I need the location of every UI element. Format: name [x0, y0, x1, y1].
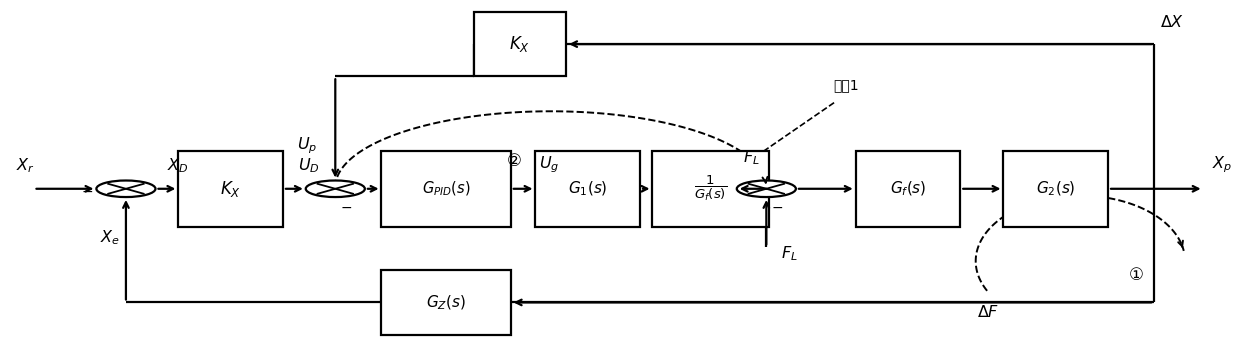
Text: $\dfrac{1}{G_f(s)}$: $\dfrac{1}{G_f(s)}$: [694, 174, 728, 203]
Bar: [382, 151, 511, 227]
Bar: [474, 12, 567, 76]
Circle shape: [737, 181, 796, 197]
Text: $U_g$: $U_g$: [539, 154, 559, 175]
Text: $X_e$: $X_e$: [99, 228, 120, 247]
Text: $-$: $-$: [771, 199, 782, 213]
Text: $\Delta F$: $\Delta F$: [977, 304, 999, 320]
Text: $U_p$: $U_p$: [296, 136, 317, 156]
Text: $K_X$: $K_X$: [219, 179, 241, 199]
Circle shape: [97, 181, 155, 197]
Bar: [1003, 151, 1109, 227]
Text: $K_X$: $K_X$: [510, 34, 531, 54]
Text: $G_1(s)$: $G_1(s)$: [568, 180, 608, 198]
Text: $G_f(s)$: $G_f(s)$: [890, 180, 926, 198]
Bar: [179, 151, 283, 227]
Text: $-$: $-$: [82, 184, 93, 198]
Text: ②: ②: [506, 152, 521, 169]
Bar: [382, 270, 511, 335]
Text: ①: ①: [1128, 266, 1143, 284]
Text: 节点1: 节点1: [833, 78, 859, 92]
Text: $U_D$: $U_D$: [299, 156, 320, 175]
Text: $F_L$: $F_L$: [781, 244, 797, 262]
Text: $F_L$: $F_L$: [744, 148, 760, 167]
Text: $G_{PID}(s)$: $G_{PID}(s)$: [422, 180, 470, 198]
Text: $X_r$: $X_r$: [16, 156, 35, 175]
Text: $G_2(s)$: $G_2(s)$: [1035, 180, 1075, 198]
Text: $X_p$: $X_p$: [1213, 154, 1233, 175]
Bar: [856, 151, 960, 227]
Circle shape: [306, 181, 365, 197]
Text: $G_Z(s)$: $G_Z(s)$: [427, 293, 466, 312]
Text: $X_D$: $X_D$: [167, 156, 190, 175]
Text: $\Delta X$: $\Delta X$: [1161, 14, 1184, 30]
Bar: [652, 151, 769, 227]
Bar: [536, 151, 640, 227]
Text: $-$: $-$: [340, 199, 352, 213]
